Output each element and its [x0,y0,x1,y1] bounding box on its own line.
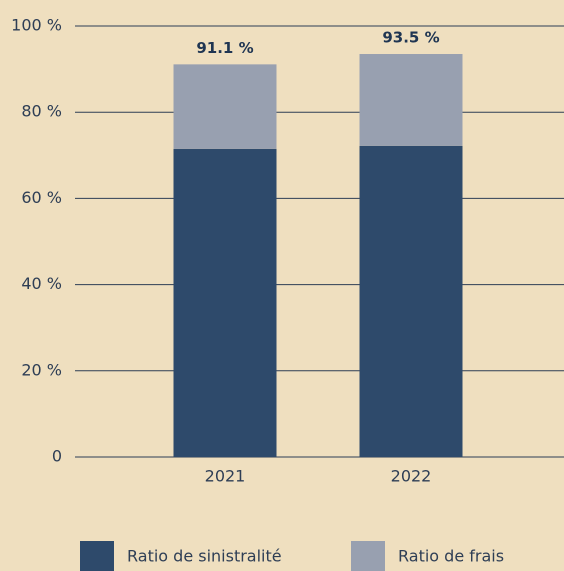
legend-label: Ratio de frais [398,547,504,566]
y-tick-label: 40 % [21,274,62,293]
x-tick-label: 2022 [391,467,432,486]
y-tick-label: 0 [52,447,62,466]
bar-segment [173,148,277,457]
legend-label: Ratio de sinistralité [127,547,282,566]
y-tick-label: 80 % [21,102,62,121]
total-label: 91.1 % [196,39,253,57]
legend-swatch [80,541,114,571]
y-tick-label: 100 % [11,16,62,35]
bar-segment [173,64,277,149]
y-tick-label: 60 % [21,188,62,207]
x-tick-label: 2021 [205,467,246,486]
y-tick-label: 20 % [21,360,62,379]
total-label: 93.5 % [382,29,439,47]
bar-segment [359,54,463,146]
legend-swatch [351,541,385,571]
bar-segment [359,145,463,457]
